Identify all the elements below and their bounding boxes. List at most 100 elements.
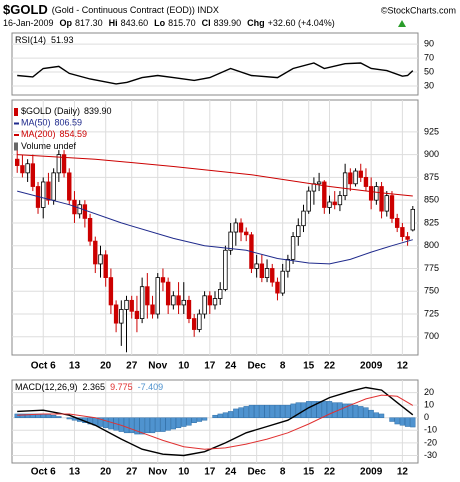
x-tick-label: 17 [204,467,216,478]
legend-icon [14,108,18,116]
candle-body [290,236,296,260]
legend-value: 806.59 [55,118,83,128]
y-tick-label: 0 [424,412,429,422]
candle-body [316,181,322,185]
line [17,62,414,85]
candle-body [275,281,280,294]
x-tick-label: Dec [247,467,266,478]
y-tick-label: 50 [424,66,434,76]
legend-value: 9.775 [110,382,133,392]
histogram-bar [394,417,400,425]
x-tick-label: 27 [126,467,138,478]
y-tick-label: 925 [424,126,439,136]
candle-body [51,172,56,201]
candle-body [82,204,88,219]
histogram-bar [155,417,161,432]
histogram-bar [149,417,156,434]
x-tick-label: 27 [126,361,138,372]
x-tick-label: Oct 6 [31,361,56,372]
x-tick-label: Dec [247,361,266,372]
histogram-bar [373,412,380,418]
y-tick-label: 725 [424,308,439,318]
candle-body [311,183,317,192]
x-tick-label: 17 [204,361,216,372]
candle-body [171,295,176,306]
candle-body [30,163,36,187]
histogram-bar [342,403,348,418]
candle-body [61,154,67,174]
candle-body [384,195,389,212]
candle-body [98,254,103,265]
x-tick-label: 12 [397,467,409,478]
candle-body [306,190,311,212]
candle-body [264,268,270,278]
candle-body [400,227,405,238]
legend-icon [14,142,18,151]
candle-body [244,231,249,236]
y-tick-label: 800 [424,240,439,250]
histogram-bar [274,404,281,418]
x-tick-label: 10 [178,467,190,478]
histogram-bar [103,417,109,429]
histogram-bar [175,417,182,429]
quote-value: 815.70 [168,18,196,28]
candle-body [389,195,395,219]
histogram-bar [160,417,166,432]
candle-body [285,258,291,272]
candle-body [181,299,186,306]
candle-body [20,165,25,174]
x-tick-label: 13 [69,467,81,478]
candle-body [119,309,124,324]
histogram-bar [14,413,20,418]
histogram-bar [139,417,145,435]
legend-name: MACD(12,26,9) [15,382,78,392]
y-tick-label: -20 [424,437,437,447]
x-tick-label: Nov [148,467,167,478]
candle-body [124,299,129,310]
histogram-bar [352,404,359,418]
histogram-bar [108,417,114,430]
quote-value: 817.30 [75,18,103,28]
histogram-bar [306,401,312,418]
y-tick-label: 850 [424,195,439,205]
histogram-bar [227,411,234,418]
legend-name: $GOLD (Daily) [21,106,80,116]
candle-body [197,313,202,330]
histogram-bar [363,407,369,418]
candle-body [394,217,400,228]
histogram-bar [181,417,187,427]
histogram-bar [222,412,229,418]
candle-body [410,208,415,231]
line [17,190,413,265]
y-tick-label: 900 [424,149,439,159]
histogram-bar [410,417,416,428]
x-tick-label: 8 [280,467,286,478]
candle-body [165,281,171,306]
candle-body [212,298,218,306]
x-tick-label: 2009 [360,467,383,478]
histogram-bar [259,404,265,418]
x-tick-label: Nov [148,361,167,372]
histogram-bar [24,413,31,418]
y-tick-label: 700 [424,331,439,341]
candle-body [238,222,244,233]
quote-value: +32.60 (+4.04%) [268,18,335,28]
histogram-bar [347,403,353,418]
candle-body [202,295,207,315]
line [17,154,413,197]
x-tick-label: 10 [178,361,190,372]
header-title: $GOLD (Gold - Continuous Contract (EOD)) … [3,2,219,17]
candle-body [56,154,62,174]
y-tick-label: -30 [424,450,437,460]
candle-body [254,263,259,269]
candle-body [358,170,363,178]
quote-line: 16-Jan-2009 Op 817.30 Hi 843.60 Lo 815.70 Cl 839… [3,18,335,28]
candle-body [301,210,306,227]
histogram-bar [321,401,327,418]
candle-body [259,263,265,278]
histogram-bar [56,416,62,418]
symbol: $GOLD [3,2,48,17]
legend-name: RSI(14) [15,35,46,45]
histogram-bar [368,409,374,418]
legend-value: -7.409 [138,382,164,392]
